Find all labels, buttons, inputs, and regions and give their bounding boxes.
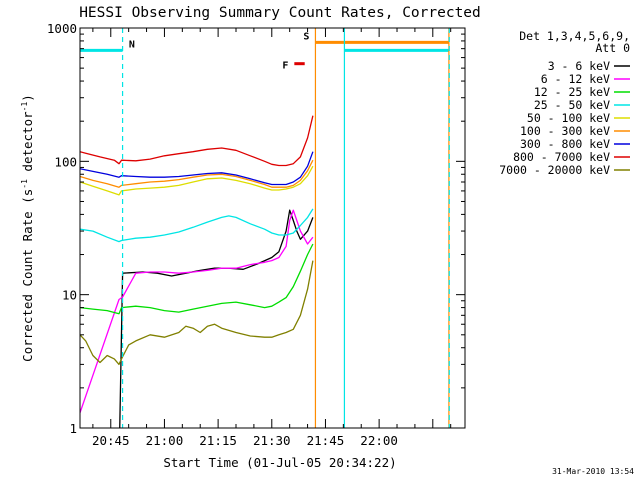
legend-label-6: 300 - 800 keV	[520, 137, 610, 151]
series-line-8	[80, 260, 314, 366]
x-tick-label-2115: 21:15	[199, 433, 237, 448]
legend-header-detectors: Det 1,3,4,5,6,9,	[519, 29, 630, 43]
state-label-F: F	[282, 61, 288, 72]
y-axis-label: Corrected Count Rate (s-1 detector-1)	[20, 94, 35, 362]
plot-frame	[79, 27, 466, 429]
x-axis: 20:45 21:00 21:15 21:30 21:45 22:00	[92, 28, 452, 448]
series-line-2	[80, 243, 314, 315]
x-tick-label-2100: 21:00	[146, 433, 184, 448]
x-tick-label-2045: 20:45	[92, 433, 130, 448]
series-line-5	[80, 159, 314, 188]
series-line-3	[80, 208, 314, 243]
timestamp-stamp: 31-Mar-2010 13:54	[552, 467, 634, 476]
plot-area: N S F	[79, 27, 466, 429]
series-line-7	[80, 115, 314, 167]
series-line-6	[80, 151, 314, 186]
y-axis-label-text: Corrected Count Rate (s	[20, 189, 35, 362]
legend-label-7: 800 - 7000 keV	[513, 150, 610, 164]
series-group	[80, 28, 450, 428]
legend-label-1: 6 - 12 keV	[541, 72, 610, 86]
x-axis-label: Start Time (01-Jul-05 20:34:22)	[163, 455, 396, 470]
y-axis: 1 10 100 1000	[47, 21, 465, 436]
y-tick-label-1000: 1000	[47, 21, 77, 36]
y-tick-label-100: 100	[54, 154, 77, 169]
state-label-N: N	[129, 39, 135, 50]
y-axis-label-end: )	[20, 94, 35, 102]
y-axis-label-sup2: -1	[20, 102, 29, 112]
state-label-S: S	[303, 31, 309, 42]
legend-label-2: 12 - 25 keV	[534, 85, 610, 99]
y-tick-label-1: 1	[69, 421, 77, 436]
x-tick-label-2145: 21:45	[307, 433, 345, 448]
x-tick-label-2130: 21:30	[253, 433, 291, 448]
y-axis-label-sup1: -1	[20, 179, 29, 189]
series-line-0	[119, 209, 314, 428]
x-tick-label-2200: 22:00	[360, 433, 398, 448]
legend-label-4: 50 - 100 keV	[527, 111, 610, 125]
legend-label-0: 3 - 6 keV	[548, 59, 610, 73]
chart-title: HESSI Observing Summary Count Rates, Cor…	[79, 5, 481, 21]
y-axis-label-mid: detector	[20, 111, 35, 179]
legend-label-3: 25 - 50 keV	[534, 98, 610, 112]
series-line-1	[80, 209, 314, 414]
legend-header-attenuator: Att 0	[595, 41, 630, 55]
legend-label-8: 7000 - 20000 keV	[499, 163, 610, 177]
series-line-4	[80, 165, 314, 196]
legend-label-5: 100 - 300 keV	[520, 124, 610, 138]
y-tick-label-10: 10	[62, 288, 77, 303]
